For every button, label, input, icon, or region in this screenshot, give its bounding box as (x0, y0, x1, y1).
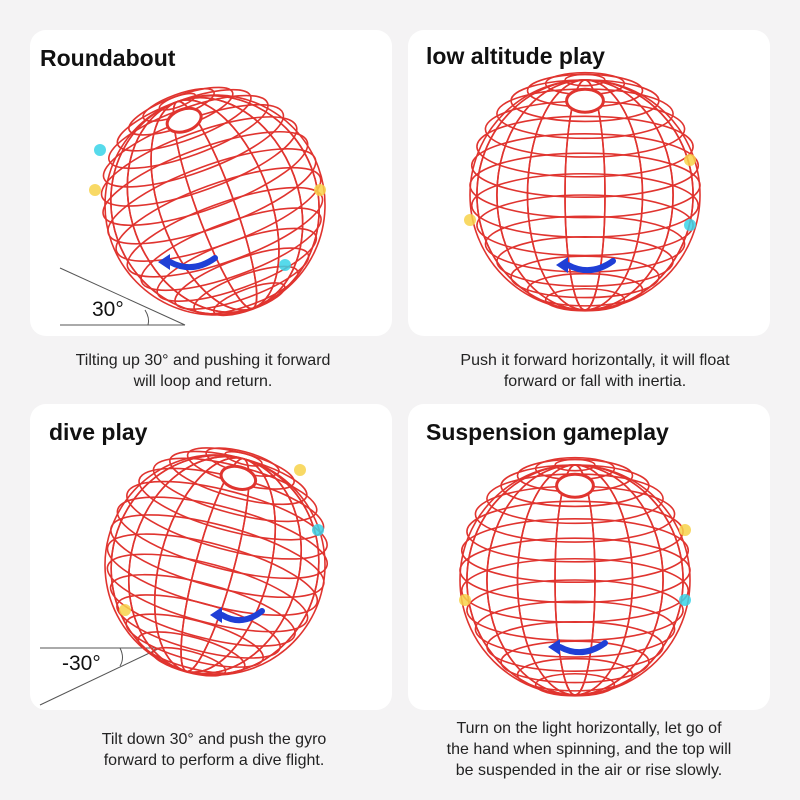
globe-top-ring (555, 472, 595, 499)
panel-title: Suspension gameplay (426, 419, 669, 445)
globe-parallel (125, 613, 265, 668)
caption-line: Turn on the light horizontally, let go o… (456, 720, 722, 737)
globe-parallel (107, 148, 317, 245)
motion-arrow-marker (459, 594, 471, 606)
motion-arrow-marker (679, 594, 691, 606)
angle-arc (144, 309, 150, 326)
wireframe-globe (459, 456, 691, 697)
globe-parallel (110, 514, 325, 599)
caption-line: Tilt down 30° and push the gyro (101, 731, 327, 748)
globe-parallel (510, 255, 660, 299)
globe-parallel (474, 600, 676, 658)
globe-parallel (496, 236, 674, 287)
angle-label: 30° (92, 298, 124, 321)
panel-caption: Tilt down 30° and push the gyro forward … (24, 729, 404, 771)
angle-line-diagonal (39, 647, 161, 706)
globe-parallel (459, 537, 691, 604)
caption-line: Tilting up 30° and pushing it forward (75, 352, 331, 369)
motion-arrow-marker (464, 214, 476, 226)
blue-spin-arrow (219, 608, 265, 624)
globe-parallel (193, 265, 299, 315)
panel-title: dive play (49, 419, 148, 445)
motion-arrow-marker (279, 259, 291, 271)
globe-parallel (100, 116, 298, 207)
wireframe-globe (469, 71, 701, 312)
caption-line: Push it forward horizontally, it will fl… (460, 352, 730, 369)
globe-parallel (460, 518, 690, 584)
blue-spin-arrow-head (158, 254, 170, 270)
motion-arrow-marker (314, 184, 326, 196)
caption-line: forward to perform a dive flight. (103, 752, 325, 769)
blue-spin-arrow (565, 258, 616, 274)
wireframe-globe (104, 447, 329, 677)
motion-arrow-marker (89, 184, 101, 196)
panel-caption: Tilting up 30° and pushing it forward wi… (13, 350, 393, 392)
globe-parallel (526, 272, 644, 307)
caption-line: forward or fall with inertia. (503, 373, 687, 390)
motion-arrow-marker (119, 604, 131, 616)
wireframe-globe (100, 86, 326, 317)
panel-title: low altitude play (426, 43, 605, 69)
globe-parallel (484, 215, 686, 273)
blue-spin-arrow (557, 640, 608, 656)
motion-arrow-marker (94, 144, 106, 156)
globe-parallel (106, 553, 309, 633)
panel-caption: Turn on the light horizontally, let go o… (399, 718, 779, 781)
blue-spin-arrow-head (210, 607, 222, 623)
panel-roundabout (30, 30, 392, 336)
blue-spin-arrow-head (556, 257, 568, 273)
globe-parallel (470, 133, 700, 199)
globe-parallel (102, 130, 309, 227)
globe-parallel (140, 207, 322, 292)
motion-arrow-marker (684, 219, 696, 231)
globe-top-ring (165, 106, 203, 134)
blue-spin-arrow-head (548, 639, 560, 655)
globe-parallel (469, 152, 701, 219)
globe-parallel (212, 282, 286, 317)
globe-parallel (486, 621, 664, 672)
globe-parallel (174, 247, 310, 310)
globe-parallel (156, 227, 318, 302)
globe-parallel (116, 594, 281, 659)
motion-arrow-marker (684, 154, 696, 166)
motion-arrow-marker (679, 524, 691, 536)
globe-parallel (516, 657, 634, 692)
motion-arrow-marker (312, 524, 324, 536)
globe-parallel (476, 115, 694, 178)
panel-caption: Push it forward horizontally, it will fl… (405, 350, 785, 392)
globe-parallel (500, 640, 650, 684)
globe-parallel (151, 646, 227, 677)
globe-parallel (137, 631, 246, 674)
globe-parallel (116, 496, 329, 580)
globe-top-ring (565, 87, 605, 114)
angle-arc (119, 647, 123, 667)
angle-label: -30° (62, 652, 101, 675)
blue-spin-arrow (167, 255, 218, 271)
motion-arrow-marker (294, 464, 306, 476)
angle-line-diagonal (59, 267, 186, 326)
globe-parallel (544, 287, 626, 312)
caption-line: be suspended in the air or rise slowly. (455, 762, 723, 779)
caption-line: will loop and return. (133, 373, 273, 390)
globe-parallel (126, 480, 328, 560)
globe-parallel (534, 672, 616, 697)
globe-top-ring (219, 464, 258, 491)
globe-parallel (109, 573, 296, 647)
panel-title: Roundabout (40, 45, 176, 71)
caption-line: the hand when spinning, and the top will (446, 741, 732, 758)
